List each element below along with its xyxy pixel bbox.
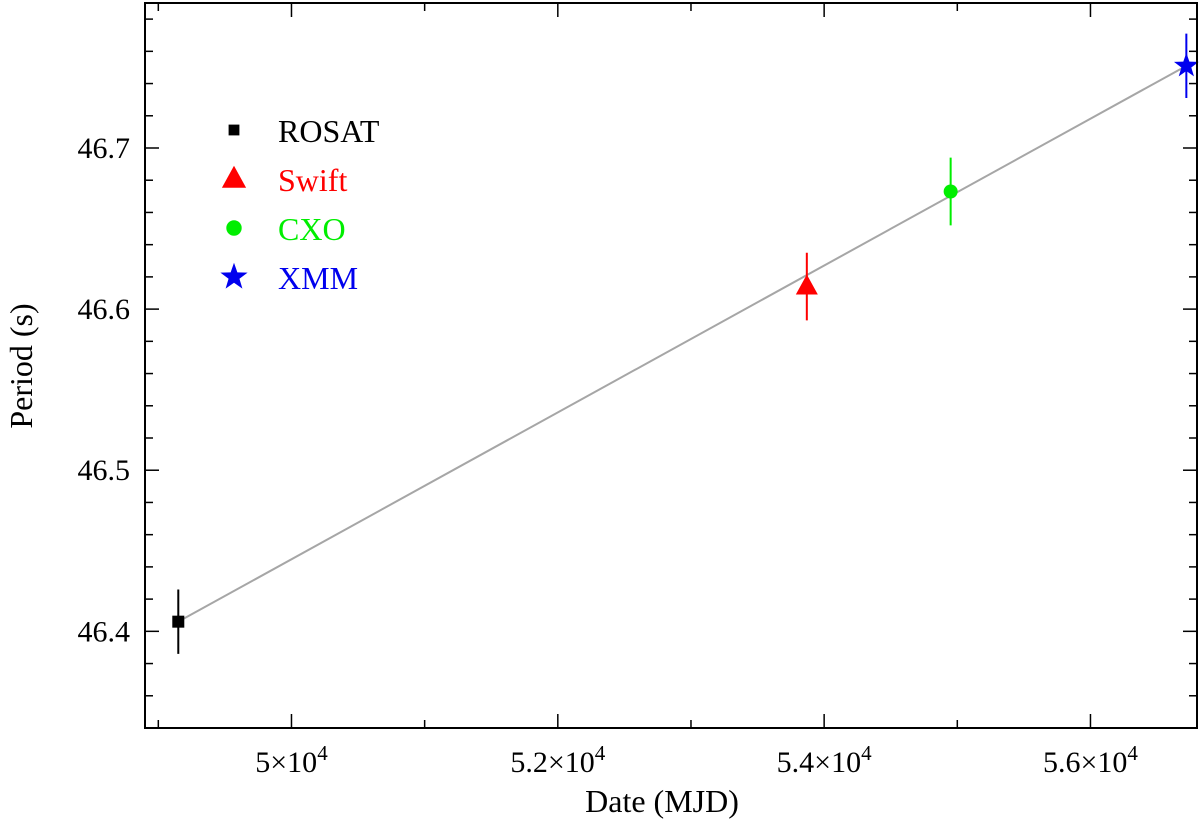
xmm-point [1173, 52, 1199, 77]
x-tick-labels: 5×104 5.2×104 5.4×104 5.6×104 [255, 741, 1138, 779]
axis-ticks [145, 3, 1197, 729]
plot-frame [144, 2, 1198, 729]
swift-point [795, 274, 818, 295]
y-tick-label: 46.5 [78, 454, 131, 487]
legend-xmm-label: XMM [278, 260, 358, 296]
legend-swift-label: Swift [278, 162, 347, 198]
rosat-point [172, 615, 185, 628]
legend-cxo-label: CXO [278, 211, 346, 247]
x-tick-label: 5.6×104 [1043, 741, 1138, 779]
fit-line [177, 64, 1187, 623]
x-tick-label: 5×104 [255, 741, 328, 779]
x-tick-label: 5.2×104 [510, 741, 605, 779]
cxo-point [943, 184, 958, 199]
y-tick-label: 46.4 [78, 615, 131, 648]
legend-xmm-marker [220, 262, 248, 289]
y-tick-labels: 46.4 46.5 46.6 46.7 [78, 132, 131, 648]
legend-cxo-marker [226, 220, 242, 236]
legend: ROSAT Swift CXO XMM [220, 113, 380, 296]
data-points [172, 33, 1199, 654]
x-axis-title: Date (MJD) [585, 783, 739, 819]
x-tick-label: 5.4×104 [777, 741, 872, 779]
fit-line-group [177, 64, 1187, 623]
legend-rosat-label: ROSAT [278, 113, 380, 149]
y-axis-title: Period (s) [3, 303, 39, 428]
legend-rosat-marker [228, 124, 240, 136]
y-tick-label: 46.7 [78, 132, 131, 165]
y-tick-label: 46.6 [78, 293, 131, 326]
legend-swift-marker [221, 165, 247, 188]
